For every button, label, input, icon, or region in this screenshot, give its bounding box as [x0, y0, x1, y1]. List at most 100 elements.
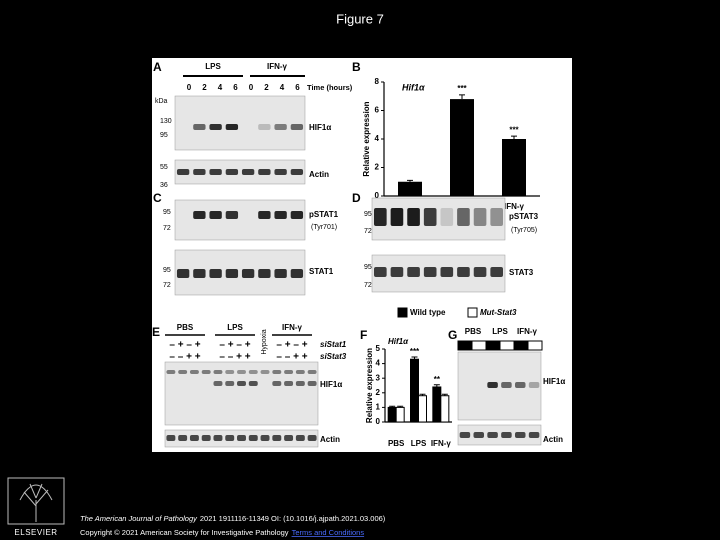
citation: The American Journal of Pathology 2021 19… — [80, 514, 386, 523]
legend-swatch — [397, 307, 408, 318]
band — [274, 211, 287, 219]
y-axis-label: Relative expression — [365, 348, 374, 423]
panel-label: B — [352, 60, 361, 74]
blot — [457, 351, 542, 421]
band — [260, 370, 270, 374]
publisher-logo — [7, 477, 65, 525]
sign-row: – + – + — [219, 340, 250, 351]
copyright-text: Copyright © 2021 American Society for In… — [80, 528, 289, 537]
blot-sublabel: (Tyr705) — [511, 227, 537, 234]
error-bar — [397, 405, 404, 408]
band — [407, 208, 420, 226]
band — [307, 370, 317, 374]
y-tick-label: 5 — [376, 344, 381, 353]
band — [528, 432, 540, 438]
band — [295, 435, 305, 441]
band — [258, 169, 271, 175]
blot-label: Actin — [320, 435, 340, 444]
legend-swatch — [467, 307, 478, 318]
group-label: PBS — [465, 327, 482, 336]
band — [241, 269, 255, 278]
terms-link[interactable]: Terms and Conditions — [292, 528, 365, 537]
marker-label: 95 — [364, 211, 372, 218]
band — [290, 124, 304, 130]
bar — [502, 139, 526, 196]
error-bar — [411, 356, 418, 360]
blot-label: HIF1α — [543, 377, 565, 386]
band — [213, 381, 223, 386]
band — [260, 435, 270, 441]
error-bar — [459, 94, 465, 100]
y-tick-label: 6 — [375, 106, 380, 115]
band — [290, 269, 304, 278]
band — [248, 381, 258, 386]
panel-label: G — [448, 328, 457, 342]
x-tick-label: IFN-γ — [431, 439, 452, 448]
band — [225, 269, 239, 278]
band — [209, 169, 222, 175]
band — [284, 381, 294, 386]
marker-label: 130 — [160, 118, 172, 125]
time-label: 2 — [202, 83, 207, 92]
chart-title: Hif1α — [388, 337, 409, 346]
band — [237, 370, 246, 374]
group-label: LPS — [492, 327, 508, 336]
band — [440, 208, 454, 226]
time-label: 4 — [280, 83, 285, 92]
band — [473, 432, 485, 438]
band — [166, 435, 176, 441]
sign-row: – – + + — [219, 352, 250, 363]
panel-label: F — [360, 328, 367, 342]
band — [487, 382, 498, 388]
band — [201, 435, 211, 441]
blot-label: STAT1 — [309, 267, 334, 276]
bar — [387, 406, 397, 423]
significance-label: ** — [434, 375, 441, 384]
condition-box — [513, 340, 529, 351]
sign-row: – + – + — [169, 340, 200, 351]
band — [457, 208, 470, 226]
band — [272, 370, 282, 374]
band — [423, 208, 437, 226]
band — [248, 435, 258, 441]
bar — [395, 406, 405, 423]
blot-label: STAT3 — [509, 268, 534, 277]
band — [258, 124, 271, 130]
band — [290, 169, 304, 175]
panel-label: C — [153, 191, 162, 205]
band — [201, 370, 211, 374]
band — [225, 169, 239, 175]
significance-label: *** — [457, 84, 467, 93]
band — [514, 382, 526, 388]
x-tick-label: PBS — [388, 439, 405, 448]
condition-box — [527, 340, 543, 351]
error-bar — [511, 135, 517, 139]
band — [284, 370, 294, 374]
band — [225, 370, 235, 374]
significance-label: *** — [410, 347, 420, 356]
group-label: PBS — [177, 323, 194, 332]
band — [166, 370, 176, 374]
kda-label: kDa — [155, 98, 168, 105]
time-label: 6 — [295, 83, 300, 92]
band — [284, 435, 294, 441]
band — [373, 267, 387, 277]
band — [501, 382, 512, 388]
legend-label: Mut-Stat3 — [480, 308, 517, 317]
bar — [450, 99, 474, 196]
error-bar — [433, 384, 440, 387]
blot-label: Actin — [309, 170, 329, 179]
band — [473, 267, 487, 277]
slide-title: Figure 7 — [336, 11, 384, 26]
band — [307, 381, 317, 386]
marker-label: 72 — [364, 228, 372, 235]
band — [178, 435, 188, 441]
error-bar — [419, 393, 426, 396]
blot — [457, 424, 542, 446]
band — [459, 432, 471, 438]
band — [307, 435, 317, 441]
band — [501, 432, 512, 438]
band — [258, 269, 271, 278]
band — [274, 269, 287, 278]
